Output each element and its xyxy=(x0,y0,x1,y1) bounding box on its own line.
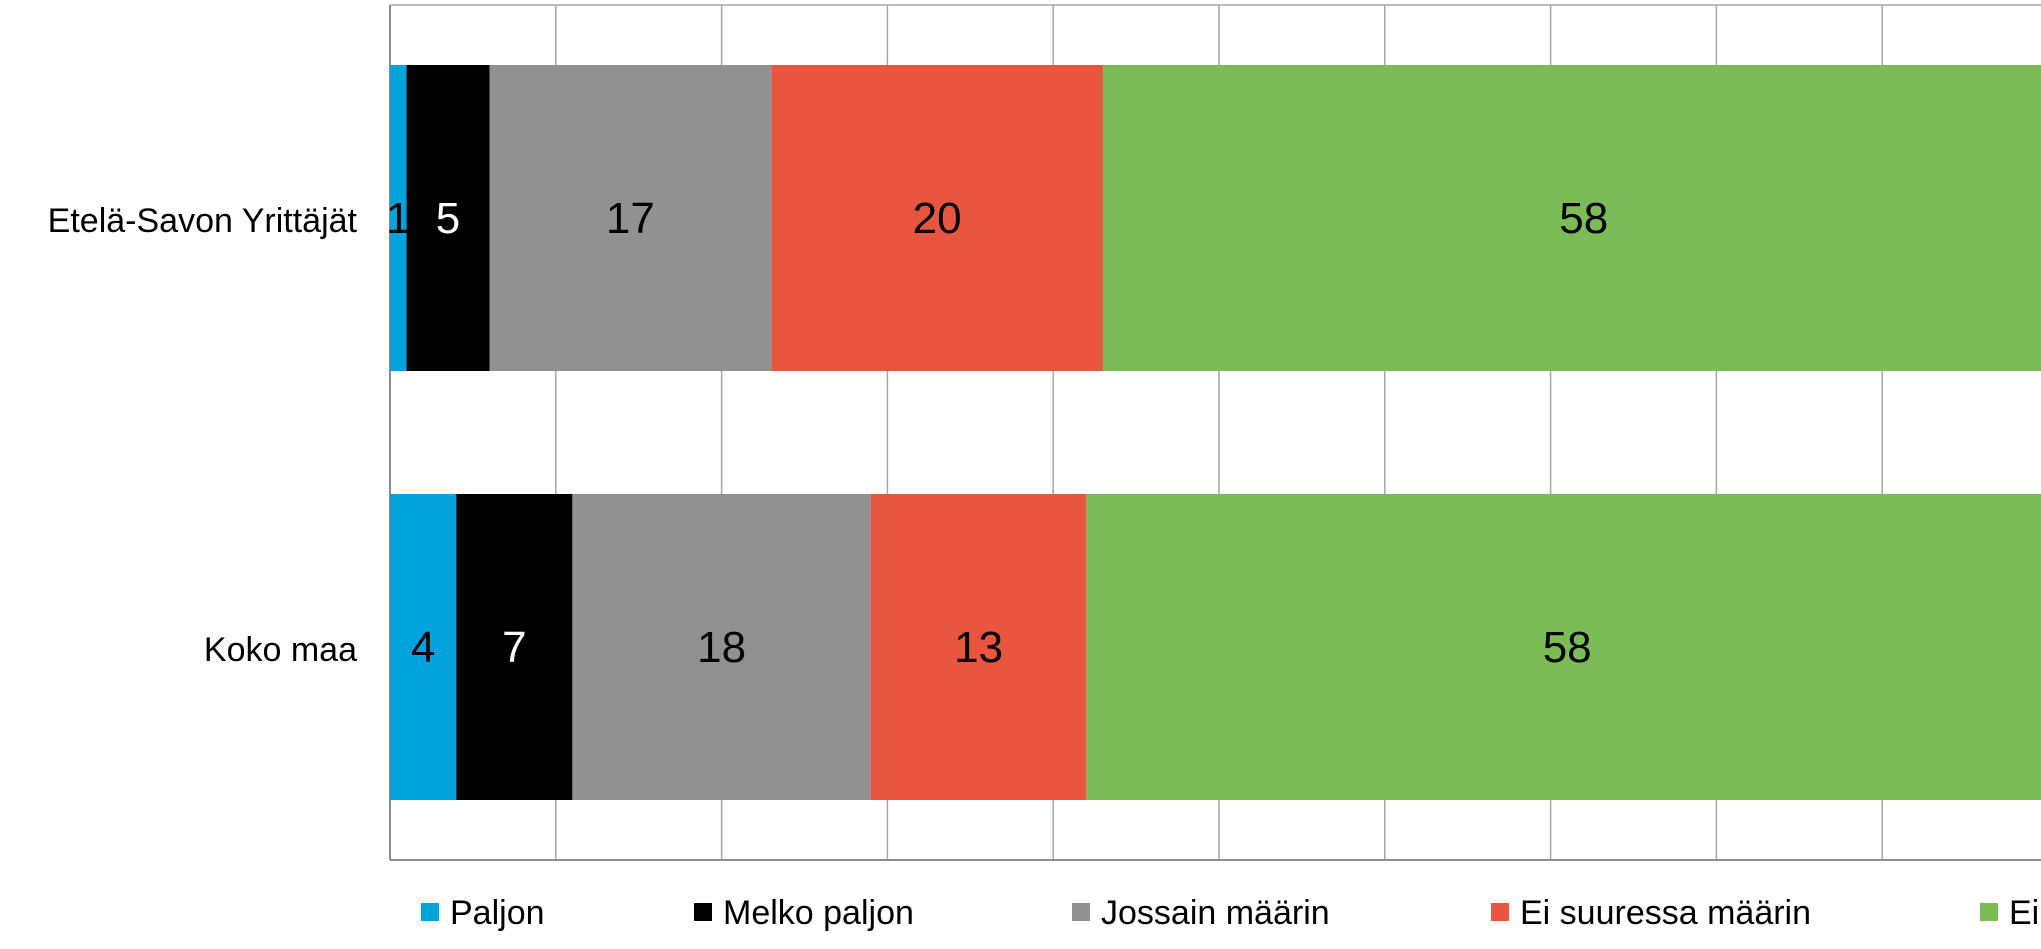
legend-swatch xyxy=(1980,903,1998,921)
legend-label: Ei suuressa määrin xyxy=(1520,894,1811,932)
bar-segment xyxy=(406,65,490,371)
bar-segment xyxy=(572,494,871,800)
bar-segment xyxy=(390,494,457,800)
legend-swatch xyxy=(421,903,439,921)
legend-label: Melko paljon xyxy=(723,894,914,932)
bar-segment xyxy=(390,65,407,371)
legend-label: Ei xyxy=(2009,894,2039,932)
legend-swatch xyxy=(1491,903,1509,921)
data-label: 7 xyxy=(502,623,526,672)
bar-segment xyxy=(870,494,1087,800)
bar-segment xyxy=(489,65,772,371)
bar-segment xyxy=(1086,494,2041,800)
data-label: 18 xyxy=(697,623,746,672)
data-label: 17 xyxy=(606,194,655,243)
data-label: 1 xyxy=(386,194,410,243)
bar-segment xyxy=(1102,65,2041,371)
legend-swatch xyxy=(694,903,712,921)
bar-segment xyxy=(771,65,1103,371)
data-label: 4 xyxy=(411,623,435,672)
bars xyxy=(390,65,2041,800)
data-label: 20 xyxy=(913,194,962,243)
category-labels: Etelä-Savon Yrittäjät Koko maa xyxy=(48,202,358,669)
legend-label: Jossain määrin xyxy=(1101,894,1330,932)
data-label: 58 xyxy=(1543,623,1592,672)
data-labels: 1 5 17 20 58 4 7 18 13 58 xyxy=(386,194,1608,672)
bar-segment xyxy=(456,494,573,800)
data-label: 58 xyxy=(1559,194,1608,243)
category-label: Etelä-Savon Yrittäjät xyxy=(48,202,358,240)
legend-swatch xyxy=(1072,903,1090,921)
category-label: Koko maa xyxy=(204,631,357,669)
legend-label: Paljon xyxy=(450,894,545,932)
data-label: 13 xyxy=(954,623,1003,672)
legend: Paljon Melko paljon Jossain määrin Ei suure… xyxy=(421,894,2039,932)
data-label: 5 xyxy=(436,194,460,243)
